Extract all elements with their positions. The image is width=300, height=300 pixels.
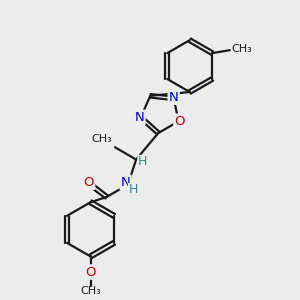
Text: H: H	[138, 155, 147, 168]
Text: O: O	[175, 115, 185, 128]
Text: N: N	[169, 91, 178, 103]
Text: CH₃: CH₃	[231, 44, 252, 54]
Text: O: O	[83, 176, 94, 189]
Text: H: H	[128, 183, 138, 196]
Text: N: N	[121, 176, 130, 189]
Text: N: N	[135, 111, 144, 124]
Text: CH₃: CH₃	[80, 286, 101, 296]
Text: O: O	[85, 266, 96, 278]
Text: CH₃: CH₃	[92, 134, 112, 144]
